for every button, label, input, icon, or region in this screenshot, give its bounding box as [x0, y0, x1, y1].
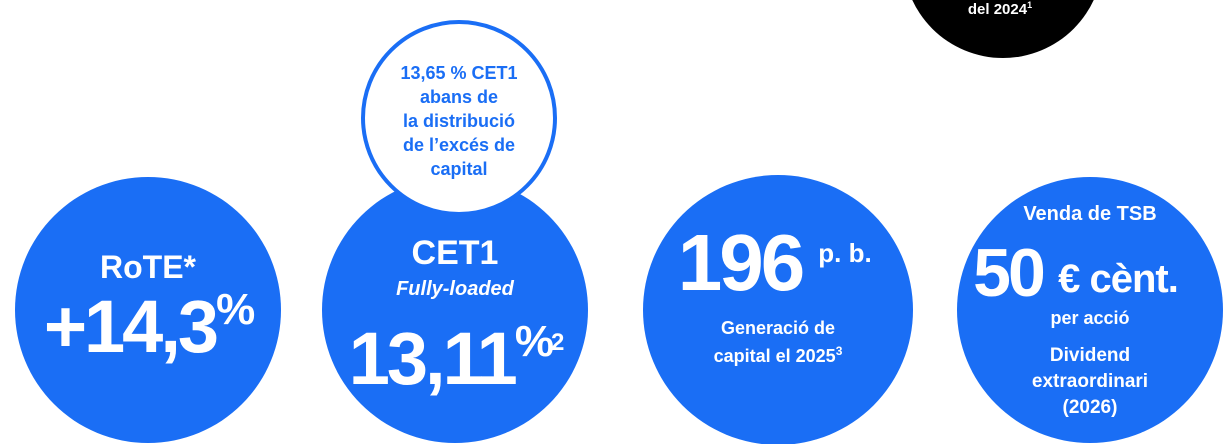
unit: % [515, 317, 553, 366]
kpi-value: 13,11%2 [349, 317, 564, 400]
callout-circle [361, 20, 557, 216]
caption: per acció [1050, 308, 1129, 328]
caption-line: capital el 2025 [714, 346, 836, 366]
unit: % [216, 285, 254, 334]
kpi-label: CET1 [412, 234, 499, 272]
kpi-circle [643, 175, 913, 444]
footer-line: (2026) [1063, 397, 1118, 418]
callout-line: de l’excés de [403, 135, 515, 155]
kpi-circle [15, 177, 281, 443]
badge-label: del 2024 [968, 1, 1028, 18]
kpi-label: RoTE* [100, 249, 197, 285]
caption: capital el 20253 [714, 344, 843, 366]
unit: € cènt. [1058, 257, 1178, 301]
callout: 13,65 % CET1 abans de la distribució de l’e… [400, 63, 517, 179]
footer-line: Dividend [1050, 345, 1130, 366]
unit: p. b. [818, 238, 871, 268]
badge-note: 1 [1027, 0, 1032, 10]
callout-line: abans de [420, 87, 498, 107]
callout-line: capital [430, 159, 487, 179]
kpi-sublabel: Fully-loaded [396, 278, 515, 300]
callout-line: 13,65 % CET1 [400, 63, 517, 83]
kpi-value: 50 [973, 235, 1044, 311]
kpi-circle [957, 177, 1223, 443]
caption: Generació de [721, 318, 835, 338]
value: +14,3 [44, 285, 217, 368]
kpi-header: Venda de TSB [1023, 203, 1156, 225]
value: 13,11 [349, 317, 517, 400]
callout-line: la distribució [403, 111, 515, 131]
badge-text: del 20241 [968, 0, 1032, 18]
kpi-circle [322, 177, 588, 443]
note: 3 [836, 344, 843, 358]
black-badge [912, 0, 1094, 58]
kpi-value: +14,3% [44, 285, 254, 368]
kpi-value: 196 [678, 218, 803, 307]
footer-line: extraordinari [1032, 371, 1148, 392]
footer: Dividend extraordinari (2026) [1032, 345, 1148, 418]
